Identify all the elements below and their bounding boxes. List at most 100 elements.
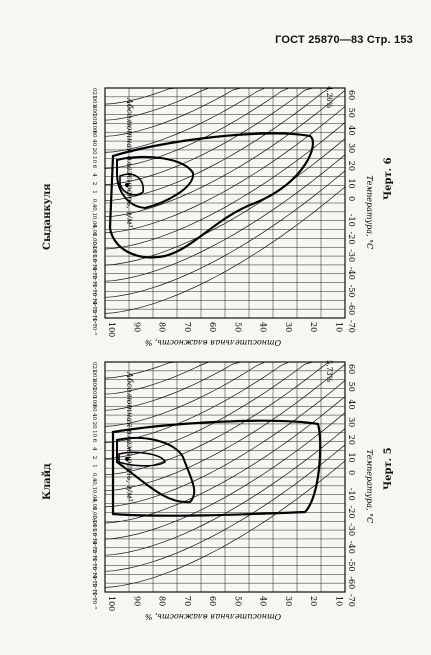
chart-panel-1: 100 90 80 70 60 50 40 30 20 10 -70-60-50-40-30-20-… [91,360,374,621]
abs-tick-label: 0,1 [91,207,97,216]
abs-tick-label: 0,01 [91,224,97,236]
rh-tick-label: 90 [132,596,141,606]
abs-tick-label: 20 [91,148,97,155]
temp-tick-label: -70 [347,320,356,333]
abs-tick-label: 6 [91,165,97,169]
rh-tick-label: 20 [309,322,318,332]
temp-tick-label: -10 [347,488,356,501]
abs-tick-label: 1·10⁻⁵ [91,318,98,335]
temp-tick-label: -60 [347,302,356,315]
rh-tick-label: 100 [107,322,116,337]
temp-axis-title: Температура, °C [365,449,374,523]
abs-tick-label: 0,04 [91,490,97,503]
page-header: ГОСТ 25870—83 Стр. 153 [275,34,413,46]
temp-tick-label: 30 [347,417,356,427]
abs-tick-label: 0,001 [91,241,97,257]
abs-tick-label: 40 [91,413,97,420]
rh-tick-label: 40 [259,596,268,606]
abs-tick-label: 0,004 [91,507,97,523]
temp-tick-label: -10 [347,214,356,227]
abs-tick-label: 0,001 [91,515,97,531]
abs-tick-label: 100 [91,122,97,133]
temp-tick-label: -50 [347,285,356,298]
abs-tick-label: 40 [91,139,97,146]
abs-tick-label: 4·10⁻⁵ [91,301,98,318]
temperature-curve [104,90,346,218]
abs-axis-title: Абсолютная влажность, г/м³ [125,97,134,228]
temp-tick-label: 10 [347,178,356,188]
rh-tick-label: 10 [334,322,343,332]
rh-tick-label: 70 [183,322,192,332]
temperature-curve [104,154,346,282]
abs-tick-label: 0,01 [91,498,97,510]
rh-tick-label: 50 [233,322,242,332]
abs-tick-label: 1·10⁻⁵ [91,592,98,609]
mean-point [125,183,129,187]
temp-tick-label: 10 [347,452,356,462]
rh-tick-label: 60 [208,322,217,332]
temperature-curve [104,186,346,314]
temp-tick-label: -60 [347,576,356,589]
abs-tick-label: 1·10⁻³ [91,524,98,541]
abs-tick-label: 001 [91,371,97,382]
temp-tick-label: 50 [347,108,356,118]
rh-tick-label: 90 [132,322,141,332]
material-title-bottom: Клайд [42,463,53,500]
temp-tick-label: 60 [347,364,356,374]
mean-point [125,457,129,461]
temperature-curve [104,87,345,185]
temp-tick-label: 40 [347,125,356,135]
abs-tick-label: 6·10⁻⁵ [91,566,98,583]
abs-tick-label: 6·10⁻⁵ [91,292,98,309]
temp-tick-label: 30 [347,143,356,153]
abs-tick-label: 2·10⁻⁵ [91,309,98,326]
abs-tick-label: 200 [91,114,97,125]
temp-tick-label: -30 [347,523,356,536]
temp-tick-label: 0 [347,470,356,475]
figure-label-top: Черт. 6 [383,157,394,200]
abs-tick-label: 4·10⁻⁵ [91,575,98,592]
temp-tick-label: -50 [347,559,356,572]
temperature-curve [104,460,346,588]
temp-tick-label: -30 [347,249,356,262]
abs-tick-label: 4·10⁻⁴ [91,541,98,559]
temperature-curve [104,106,346,234]
abs-tick-label: 2·10⁻⁴ [91,549,98,567]
temp-tick-label: 40 [347,399,356,409]
rh-tick-label: 70 [183,596,192,606]
abs-tick-label: 100 [91,396,97,407]
abs-axis-title: Абсолютная влажность, г/м³ [125,371,134,502]
abs-tick-label: 200 [91,388,97,399]
abs-tick-label: 0,1 [91,481,97,490]
temperature-curve [104,380,346,508]
temp-tick-label: 20 [347,161,356,171]
abs-tick-label: 10 [91,156,97,163]
temp-tick-label: -40 [347,267,356,280]
rh-tick-label: 80 [158,596,167,606]
rh-tick-label: 30 [284,596,293,606]
temperature-curve [104,170,346,298]
rh-tick-label: 40 [259,322,268,332]
corner-note: 5,73% [325,360,333,383]
temp-tick-label: -40 [347,541,356,554]
abs-tick-label: 1·10⁻⁴ [91,558,98,576]
rh-tick-label: 30 [284,322,293,332]
temp-tick-label: 60 [347,90,356,100]
rh-tick-label: 50 [233,596,242,606]
temp-tick-label: 0 [347,196,356,201]
abs-tick-label: 6 [91,439,97,443]
climate-envelope-inner [116,436,196,504]
abs-tick-label: 0,4 [91,199,97,208]
temp-tick-label: 20 [347,435,356,445]
abs-tick-label: 60 [91,131,97,138]
abs-tick-label: 1·10⁻³ [91,250,98,267]
temperature-curve [104,361,345,459]
rh-axis-title: Относительная влажность, % [144,338,281,347]
abs-tick-label: 1·10⁻⁴ [91,284,98,302]
abs-tick-label: 10 [91,430,97,437]
abs-tick-label: 001 [91,97,97,108]
abs-tick-label: 4·10⁻⁴ [91,267,98,285]
temp-tick-label: -20 [347,232,356,245]
